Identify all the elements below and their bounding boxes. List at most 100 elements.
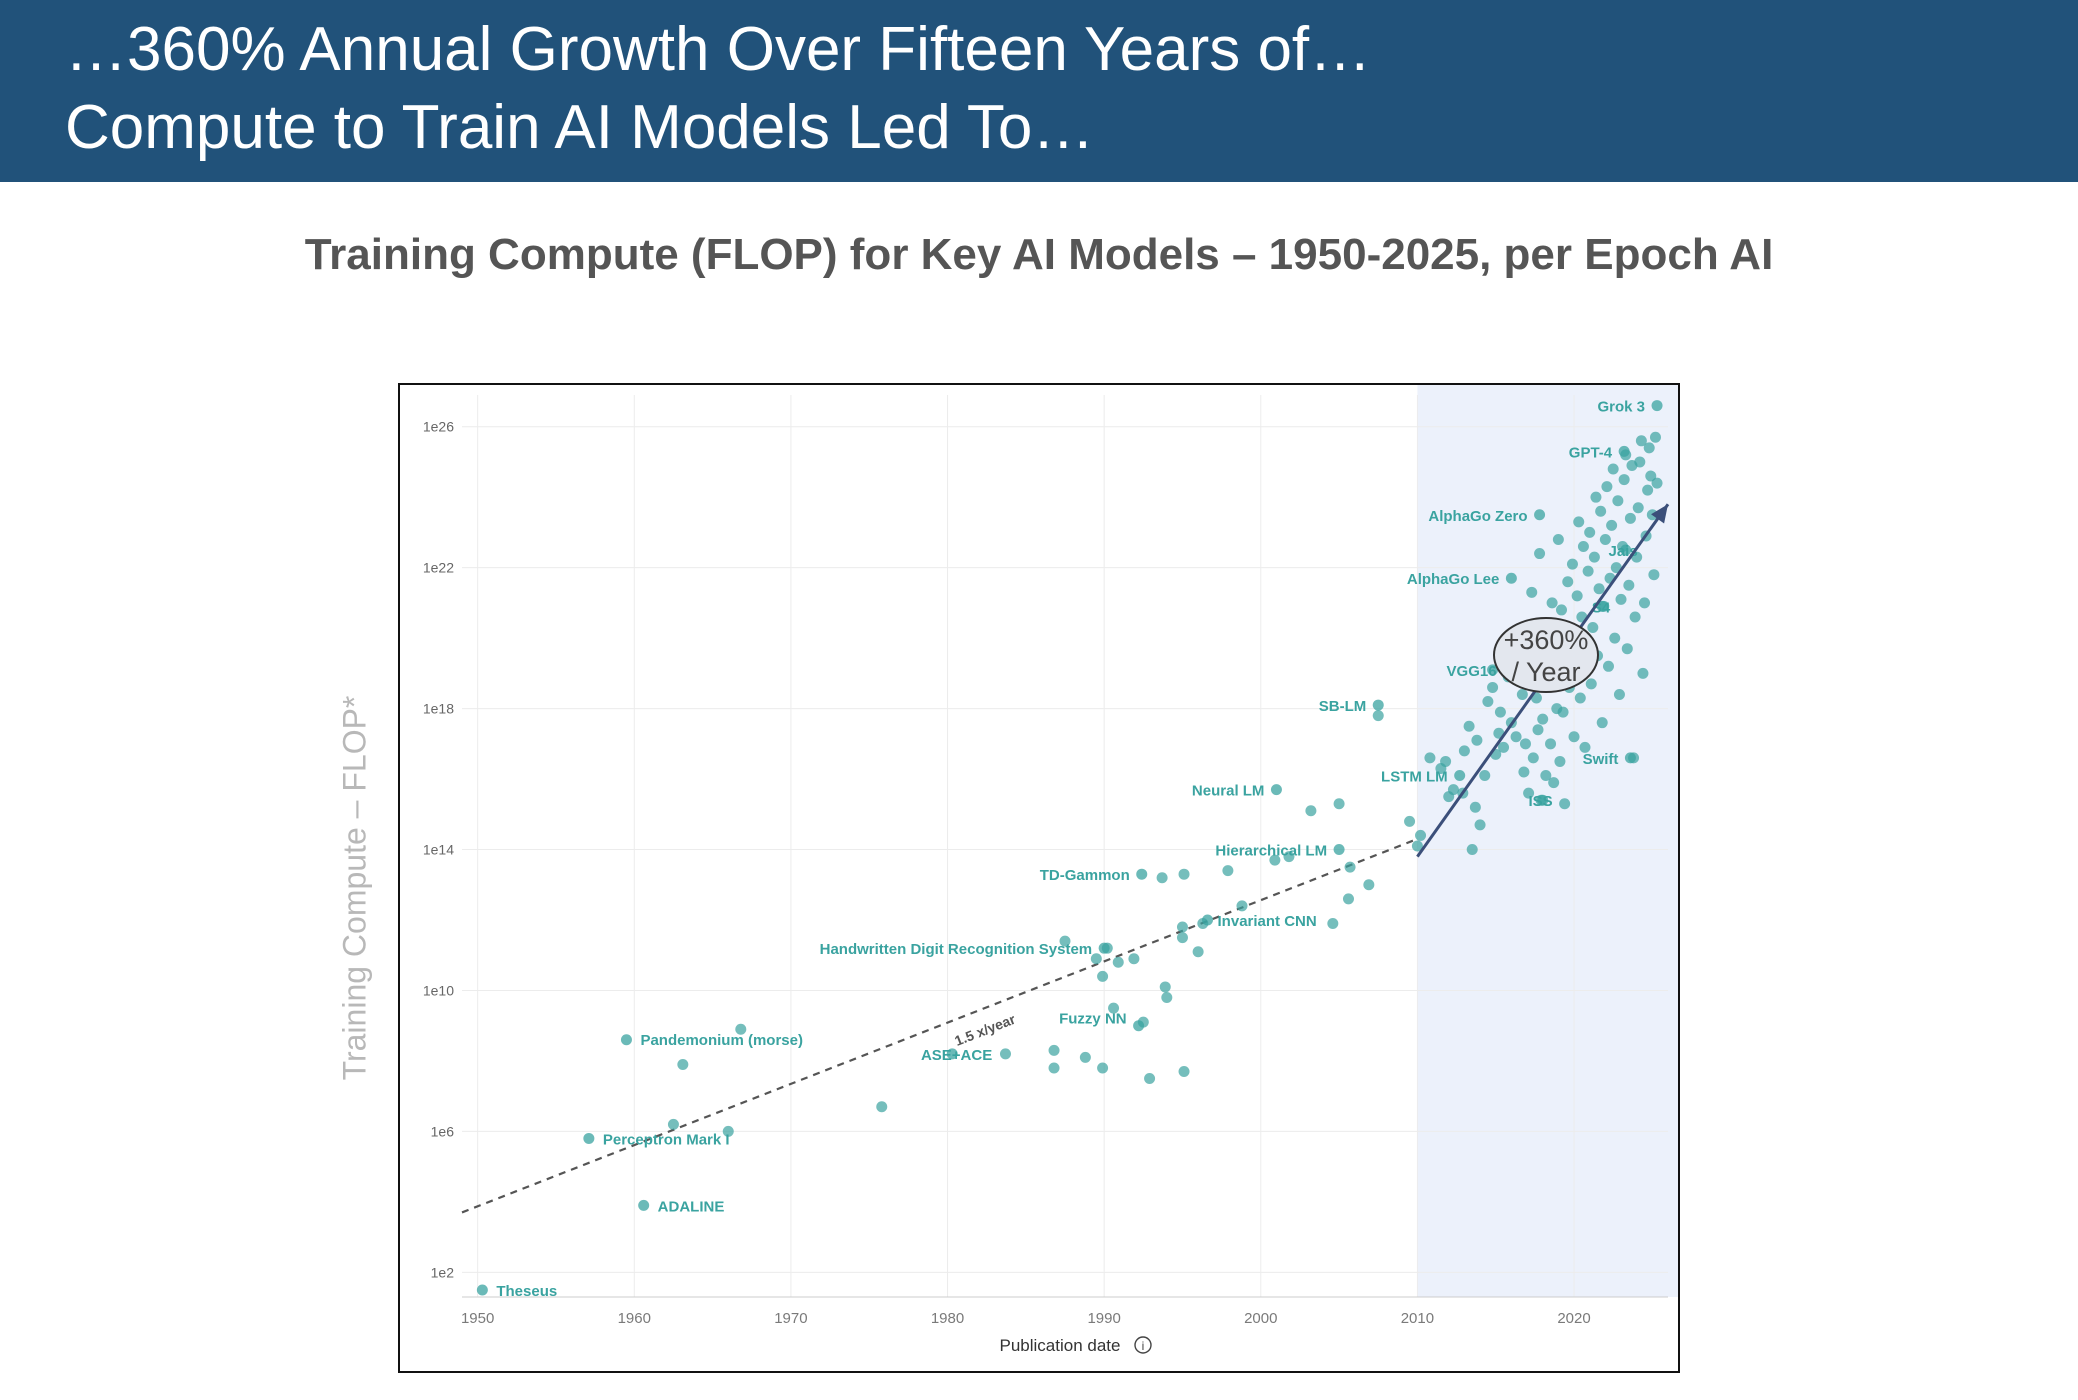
data-point: [1568, 731, 1580, 743]
data-point-s4: [1596, 600, 1608, 612]
data-point: [1236, 900, 1248, 912]
data-point: [1545, 738, 1557, 750]
point-label-iss: ISS: [1529, 793, 1553, 810]
headline-line-2: Compute to Train AI Models Led To…: [65, 93, 1095, 162]
data-point: [1548, 777, 1560, 789]
data-point: [1523, 787, 1535, 799]
header-banner: …360% Annual Growth Over Fifteen Years o…: [0, 0, 2078, 182]
data-point: [1559, 798, 1571, 810]
data-point-grok-3: [1651, 400, 1663, 412]
data-point: [735, 1023, 747, 1035]
data-point: [1333, 798, 1345, 810]
data-point: [1144, 1073, 1156, 1085]
data-point: [1609, 632, 1621, 644]
data-point: [1615, 593, 1627, 605]
data-point: [1648, 569, 1660, 581]
data-point: [1588, 551, 1600, 563]
data-point: [1222, 865, 1234, 877]
data-point: [1546, 597, 1558, 609]
data-point: [1494, 706, 1506, 718]
data-point-invariant-cnn: [1202, 914, 1214, 926]
info-icon[interactable]: [1134, 1336, 1152, 1354]
data-point: [1585, 678, 1597, 690]
data-point: [1623, 579, 1635, 591]
data-point-theseus: [476, 1284, 488, 1296]
data-point: [1590, 491, 1602, 503]
data-point: [1159, 981, 1171, 993]
data-point-td-gammon: [1136, 868, 1148, 880]
data-point: [1552, 533, 1564, 545]
data-point: [1634, 456, 1646, 468]
data-point: [1342, 893, 1354, 905]
data-point: [1048, 1062, 1060, 1074]
data-point: [1440, 755, 1452, 767]
data-point: [1540, 770, 1552, 782]
chart-frame: 1e26 1e22 1e18 1e14 1e10 1e6 1e2 1950 1960 1970 19…: [398, 383, 1680, 1373]
data-point: [1639, 597, 1651, 609]
y-tick-label: 1e10: [423, 982, 454, 998]
point-label-grok-3: Grok 3: [1598, 399, 1646, 416]
data-point: [1112, 956, 1124, 968]
data-point: [1557, 706, 1569, 718]
data-point-lstm-lm: [1454, 770, 1466, 782]
point-label-handwritten-digit-recognition-system: Handwritten Digit Recognition System: [820, 941, 1093, 958]
data-point-adaline: [638, 1199, 650, 1211]
data-point: [1532, 724, 1544, 736]
point-label-ase-ace: ASE+ACE: [921, 1047, 992, 1064]
highlight-region: [1417, 385, 1678, 1297]
growth-callout-line-2: / Year: [1511, 657, 1580, 687]
data-point: [1566, 558, 1578, 570]
point-label-pandemonium-morse: Pandemonium (morse): [640, 1032, 803, 1049]
data-point: [1510, 731, 1522, 743]
data-point: [1176, 932, 1188, 944]
data-point: [1635, 435, 1647, 447]
data-point: [1178, 868, 1190, 880]
data-point: [1283, 851, 1295, 863]
data-point-pandemonium-morse: [620, 1034, 632, 1046]
data-point: [1048, 1044, 1060, 1056]
info-icon-glyph: i: [1142, 1339, 1145, 1353]
data-point-iss: [1537, 794, 1549, 806]
data-point-ase-ace: [946, 1048, 958, 1060]
data-point: [1415, 829, 1427, 841]
data-point-gpt-4: [1618, 445, 1630, 457]
x-tick-label: 1950: [461, 1310, 494, 1327]
data-point: [1305, 805, 1317, 817]
data-point: [1554, 755, 1566, 767]
x-tick-label: 1970: [774, 1310, 807, 1327]
data-point: [1518, 766, 1530, 778]
point-label-alphago-zero: AlphaGo Zero: [1428, 508, 1527, 525]
point-label-sb-lm: SB-LM: [1319, 698, 1367, 715]
data-point-jais: [1620, 544, 1632, 556]
data-point: [1577, 541, 1589, 553]
data-point-neural-lm: [1270, 784, 1282, 796]
data-point: [1584, 526, 1596, 538]
data-point: [1537, 713, 1549, 725]
data-point: [1344, 861, 1356, 873]
point-label-swift: Swift: [1583, 751, 1619, 768]
x-axis-label: Publication date: [1000, 1336, 1121, 1355]
data-point: [1595, 505, 1607, 517]
growth-callout-line-1: +360%: [1504, 625, 1589, 655]
data-point: [1059, 935, 1071, 947]
data-point: [1562, 576, 1574, 588]
y-tick-label: 1e14: [423, 842, 454, 858]
data-point: [1482, 696, 1494, 708]
y-tick-label: 1e26: [423, 419, 454, 435]
data-point: [1487, 681, 1499, 693]
data-point: [1424, 752, 1436, 764]
data-point: [1372, 710, 1384, 722]
point-label-neural-lm: Neural LM: [1192, 783, 1265, 800]
data-point-alphago-zero: [1534, 509, 1546, 521]
data-point: [876, 1101, 888, 1113]
y-tick-label: 1e6: [431, 1123, 455, 1139]
data-point: [1474, 819, 1486, 831]
data-point-sb-lm: [1372, 699, 1384, 711]
y-tick-label: 1e22: [423, 560, 454, 576]
data-point: [999, 1048, 1011, 1060]
data-point: [1651, 477, 1663, 489]
data-point: [1327, 918, 1339, 930]
data-point-vgg16: [1487, 664, 1499, 676]
growth-callout: [1493, 617, 1599, 693]
x-tick-label: 1980: [931, 1310, 964, 1327]
